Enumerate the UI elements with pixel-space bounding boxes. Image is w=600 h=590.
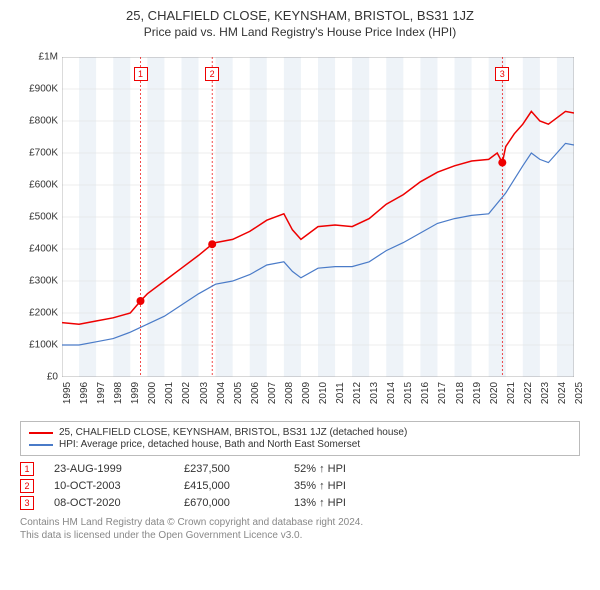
x-tick-label: 2020 [489,382,500,404]
x-tick-label: 2022 [523,382,534,404]
x-tick-label: 2005 [233,382,244,404]
y-tick-label: £800K [29,116,58,127]
y-tick-label: £600K [29,180,58,191]
x-tick-label: 2009 [301,382,312,404]
transaction-row: 3 08-OCT-2020 £670,000 13% ↑ HPI [20,496,580,510]
y-tick-label: £500K [29,212,58,223]
x-tick-label: 2003 [199,382,210,404]
legend-label: HPI: Average price, detached house, Bath… [59,439,360,450]
footer-line-2: This data is licensed under the Open Gov… [20,529,580,542]
x-tick-label: 1995 [62,382,73,404]
legend-swatch [29,444,53,446]
x-tick-label: 2019 [472,382,483,404]
transaction-price: £415,000 [184,480,274,492]
y-tick-label: £1M [39,52,58,63]
legend-label: 25, CHALFIELD CLOSE, KEYNSHAM, BRISTOL, … [59,427,407,438]
transaction-price: £237,500 [184,463,274,475]
x-tick-label: 1998 [113,382,124,404]
y-tick-label: £400K [29,244,58,255]
x-tick-label: 2024 [557,382,568,404]
legend: 25, CHALFIELD CLOSE, KEYNSHAM, BRISTOL, … [20,421,580,456]
y-tick-label: £200K [29,308,58,319]
transaction-rel: 52% ↑ HPI [294,463,346,475]
transaction-date: 10-OCT-2003 [54,480,164,492]
y-tick-label: £900K [29,84,58,95]
x-tick-label: 2006 [250,382,261,404]
x-tick-label: 2007 [267,382,278,404]
x-tick-label: 2012 [352,382,363,404]
plot-area: 1 2 3 [62,57,574,377]
x-tick-label: 1997 [96,382,107,404]
y-tick-label: £0 [47,372,58,383]
marker-box: 1 [134,67,148,81]
chart: £0 £100K £200K £300K £400K £500K £600K £700K £80… [14,47,584,417]
transaction-row: 1 23-AUG-1999 £237,500 52% ↑ HPI [20,462,580,476]
transaction-index: 3 [20,496,34,510]
legend-row: HPI: Average price, detached house, Bath… [29,439,571,450]
x-tick-label: 2010 [318,382,329,404]
y-tick-label: £100K [29,340,58,351]
x-axis: 1995 1996 1997 1998 1999 2000 2001 2002 2003 2004… [62,379,574,415]
footer-line-1: Contains HM Land Registry data © Crown c… [20,516,580,529]
x-tick-label: 2002 [181,382,192,404]
marker-box: 2 [205,67,219,81]
x-tick-label: 2017 [437,382,448,404]
x-tick-label: 2004 [216,382,227,404]
chart-subtitle: Price paid vs. HM Land Registry's House … [10,25,590,39]
x-tick-label: 2001 [164,382,175,404]
transaction-rel: 35% ↑ HPI [294,480,346,492]
y-tick-label: £300K [29,276,58,287]
x-tick-label: 2014 [386,382,397,404]
transaction-index: 2 [20,479,34,493]
transaction-table: 1 23-AUG-1999 £237,500 52% ↑ HPI 2 10-OCT-200… [20,462,580,510]
transaction-date: 23-AUG-1999 [54,463,164,475]
y-axis: £0£100K£200K£300K£400K£500K£600K£700K£80… [14,57,60,377]
x-tick-label: 1996 [79,382,90,404]
x-tick-label: 2015 [403,382,414,404]
transaction-price: £670,000 [184,497,274,509]
marker-box: 3 [495,67,509,81]
x-tick-label: 2016 [420,382,431,404]
transaction-rel: 13% ↑ HPI [294,497,346,509]
legend-row: 25, CHALFIELD CLOSE, KEYNSHAM, BRISTOL, … [29,427,571,438]
footer-note: Contains HM Land Registry data © Crown c… [20,516,580,542]
x-tick-label: 2000 [147,382,158,404]
x-tick-label: 2013 [369,382,380,404]
x-tick-label: 1999 [130,382,141,404]
plot-svg [62,57,574,377]
x-tick-label: 2011 [335,382,346,404]
x-tick-label: 2008 [284,382,295,404]
legend-swatch [29,432,53,434]
x-tick-label: 2023 [540,382,551,404]
chart-title: 25, CHALFIELD CLOSE, KEYNSHAM, BRISTOL, … [10,8,590,23]
x-tick-label: 2018 [455,382,466,404]
transaction-row: 2 10-OCT-2003 £415,000 35% ↑ HPI [20,479,580,493]
y-tick-label: £700K [29,148,58,159]
x-tick-label: 2021 [506,382,517,404]
transaction-index: 1 [20,462,34,476]
transaction-date: 08-OCT-2020 [54,497,164,509]
x-tick-label: 2025 [574,382,585,404]
